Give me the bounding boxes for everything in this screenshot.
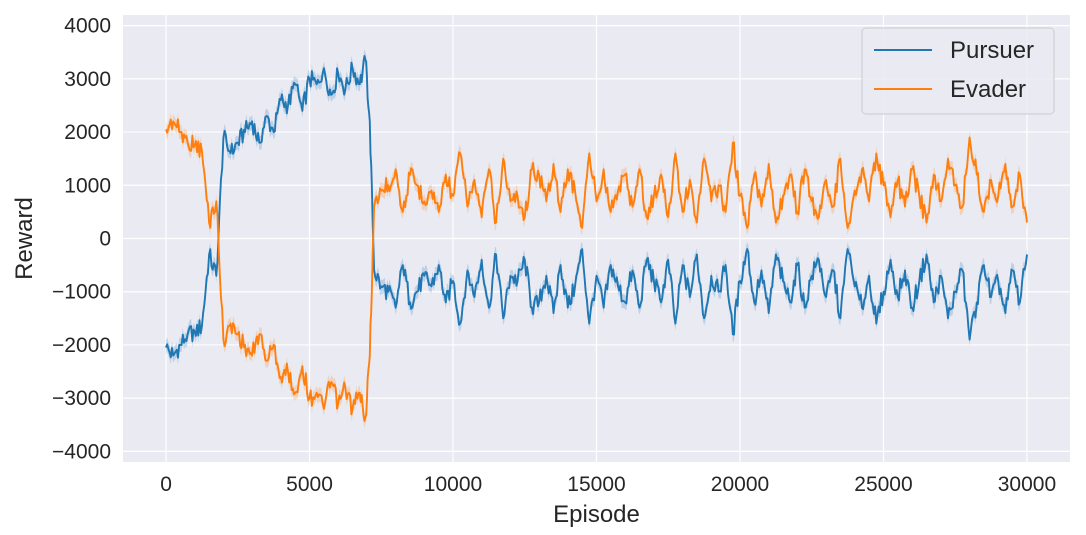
x-tick-label: 25000 xyxy=(854,473,912,496)
x-tick-label: 30000 xyxy=(998,473,1056,496)
y-tick-label: −2000 xyxy=(52,334,111,357)
y-tick-label: 3000 xyxy=(64,68,111,91)
x-tick-label: 20000 xyxy=(711,473,769,496)
legend-label-evader: Evader xyxy=(950,76,1026,103)
y-tick-label: 4000 xyxy=(64,15,111,38)
y-axis-label: Reward xyxy=(11,197,38,280)
x-axis-label: Episode xyxy=(553,501,640,528)
legend-label-pursuer: Pursuer xyxy=(950,37,1034,64)
line-pursuer xyxy=(165,55,1028,359)
series-lines xyxy=(165,55,1028,422)
x-tick-label: 5000 xyxy=(286,473,333,496)
y-tick-label: −1000 xyxy=(52,281,111,304)
y-tick-label: −4000 xyxy=(52,440,111,463)
grid-lines xyxy=(123,15,1070,462)
y-tick-label: 1000 xyxy=(64,174,111,197)
line-evader xyxy=(165,118,1028,422)
x-tick-label: 15000 xyxy=(567,473,625,496)
x-tick-label: 10000 xyxy=(424,473,482,496)
x-tick-label: 0 xyxy=(160,473,172,496)
y-tick-labels: −4000 −3000 −2000 −1000 0 1000 2000 3000 4000 xyxy=(52,15,111,464)
x-tick-labels: 0 5000 10000 15000 20000 25000 30000 xyxy=(160,473,1056,496)
y-tick-label: 0 xyxy=(99,228,111,251)
y-tick-label: 2000 xyxy=(64,121,111,144)
legend: Pursuer Evader xyxy=(861,27,1055,115)
y-tick-label: −3000 xyxy=(52,387,111,410)
